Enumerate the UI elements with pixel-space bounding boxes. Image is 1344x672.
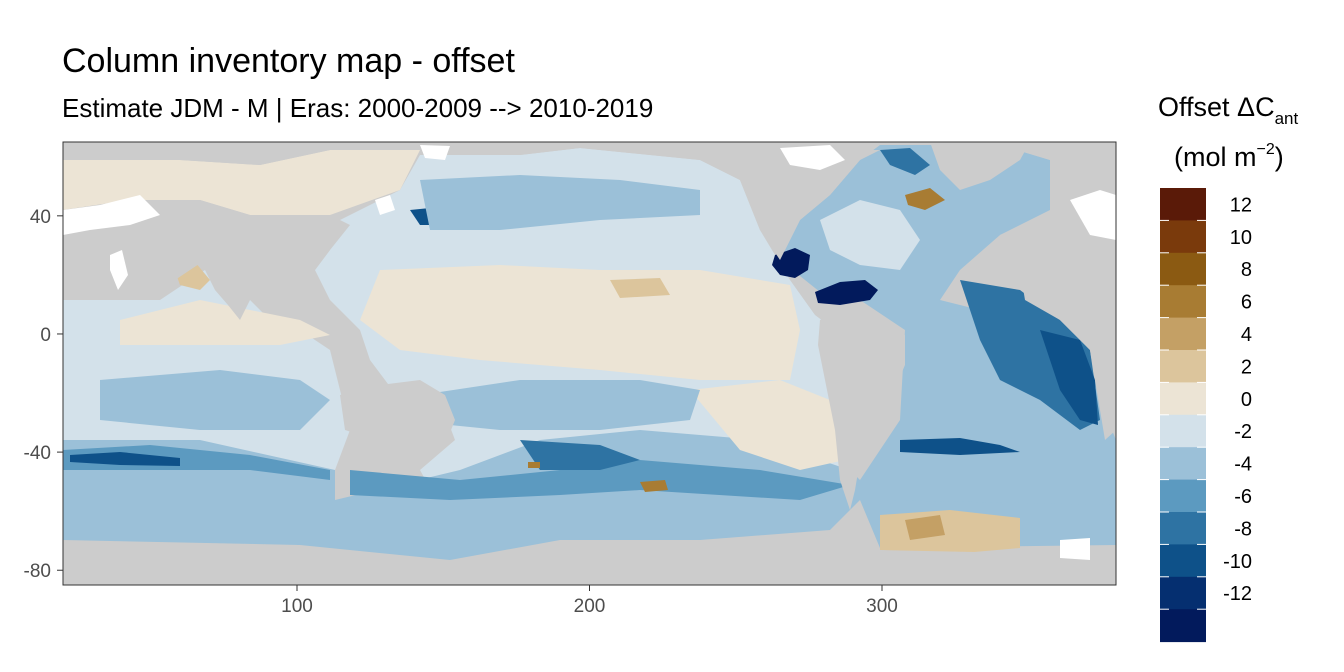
y-tick-label: 0 <box>40 325 51 346</box>
legend-label: -2 <box>1234 421 1252 443</box>
legend-label: 2 <box>1241 356 1252 378</box>
legend-title-line1: Offset ΔCant <box>1158 92 1299 128</box>
legend-label: -8 <box>1234 518 1252 540</box>
chart-subtitle: Estimate JDM - M | Eras: 2000-2009 --> 2… <box>62 93 654 123</box>
y-tick-label: 40 <box>30 207 51 228</box>
pacific-equatorial-band <box>360 265 800 380</box>
x-tick-label: 100 <box>281 596 313 617</box>
legend-label: 8 <box>1241 259 1252 281</box>
y-tick-label: -40 <box>24 443 51 464</box>
legend-swatch <box>1160 479 1206 513</box>
greenland-warm <box>905 188 945 210</box>
legend-swatch <box>1160 414 1206 448</box>
southern-dots-east <box>900 438 1020 455</box>
legend-swatch <box>1160 285 1206 319</box>
weddell-warm-patch <box>880 510 1020 555</box>
legend-label: -12 <box>1223 583 1252 605</box>
legend-label: 4 <box>1241 324 1252 346</box>
nodata-arctic-east <box>1070 190 1116 240</box>
nodata-caspian <box>110 250 128 290</box>
legend-label: -6 <box>1234 486 1252 508</box>
legend-label: -4 <box>1234 454 1252 476</box>
y-tick-label: -80 <box>24 561 51 582</box>
labrador-dark <box>880 148 930 175</box>
land-africa <box>1020 262 1116 440</box>
x-tick-label: 200 <box>574 596 606 617</box>
north-pacific-mid <box>420 175 700 230</box>
weddell-warm-core <box>905 515 945 540</box>
legend-swatch <box>1160 350 1206 383</box>
ocean-layer <box>63 142 1116 585</box>
legend-label: 12 <box>1230 194 1252 216</box>
tasman-warm-spot <box>528 462 540 468</box>
legend-swatch <box>1160 576 1206 610</box>
atlantic-east-darker <box>1040 330 1098 425</box>
legend-swatch <box>1160 220 1206 254</box>
legend-swatch <box>1160 252 1206 286</box>
legend-label: 6 <box>1241 292 1252 314</box>
southern-dots-west <box>70 452 180 466</box>
land-antarctica <box>63 540 1116 585</box>
legend-label: 0 <box>1241 389 1252 411</box>
south-pacific-mid-band <box>420 380 700 430</box>
land-greenland <box>930 142 1030 190</box>
land-eurasia-east <box>63 200 350 300</box>
legend-label: -10 <box>1223 551 1252 573</box>
land-india <box>205 265 250 320</box>
legend-swatch <box>1160 609 1206 643</box>
north-atlantic-light <box>820 200 920 270</box>
legend-label: 10 <box>1230 227 1252 249</box>
southern-band-dark-3 <box>520 440 640 470</box>
east-pacific-band <box>690 380 845 470</box>
southern-warm-streak <box>640 480 668 492</box>
legend-title: Offset ΔCant (mol m−2) <box>1158 84 1328 185</box>
land-europe <box>1000 145 1116 265</box>
caribbean-sea <box>815 280 878 305</box>
southern-band-dark-2 <box>350 460 850 500</box>
land-north-america <box>700 150 880 260</box>
legend: 12 10 8 6 4 2 0 -2 -4 -6 -8 -10 -12 <box>1160 188 1252 643</box>
south-indian-mid-band <box>100 370 330 430</box>
nodata-okhotsk <box>375 195 395 215</box>
land-asia-north <box>63 142 1116 165</box>
land-australia <box>340 380 455 450</box>
chart-title: Column inventory map - offset <box>62 42 515 80</box>
nodata-south-atlantic <box>1060 538 1090 560</box>
legend-swatch <box>1160 317 1206 351</box>
land-south-america <box>818 310 905 510</box>
pacific-warm-patch <box>610 278 670 298</box>
ocean-north <box>63 150 420 215</box>
ocean-southern <box>63 430 1116 560</box>
nodata-hudson <box>780 145 845 170</box>
legend-swatch <box>1160 382 1206 416</box>
indian-north-band <box>120 300 330 345</box>
legend-swatch <box>1160 512 1206 545</box>
x-tick-label: 300 <box>866 596 898 617</box>
legend-swatch <box>1160 188 1206 221</box>
legend-title-line2: (mol m−2) <box>1174 141 1284 172</box>
legend-swatch <box>1160 447 1206 481</box>
nodata-arctic-west <box>63 195 160 235</box>
nodata-bering <box>420 145 450 160</box>
legend-swatch <box>1160 544 1206 578</box>
